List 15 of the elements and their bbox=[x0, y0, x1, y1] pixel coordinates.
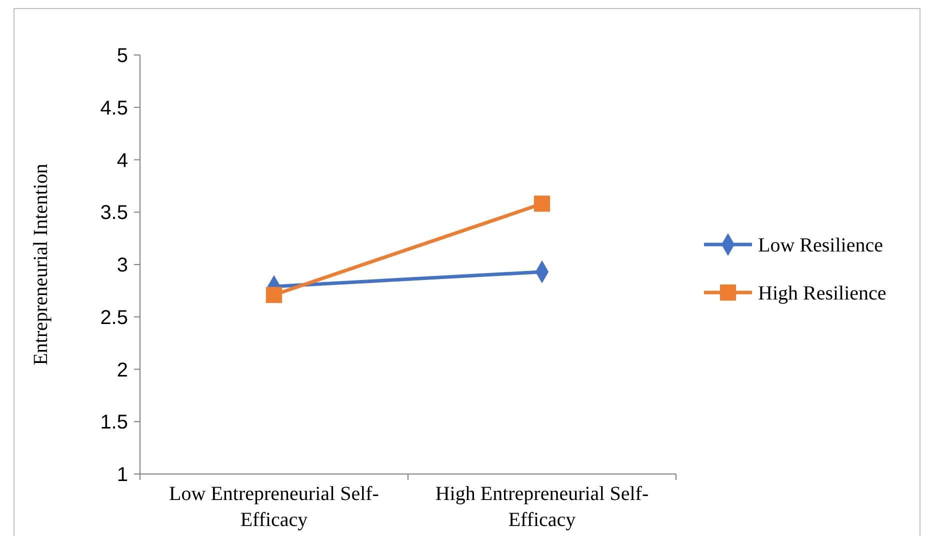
y-tick-label: 2 bbox=[116, 359, 128, 382]
point bbox=[534, 196, 550, 212]
y-axis-title: Entrepreneurial Intention bbox=[30, 164, 52, 366]
y-tick-label: 4 bbox=[116, 150, 128, 172]
x-tick-label: High Entrepreneurial Self-Efficacy bbox=[435, 483, 649, 531]
x-tick-label: Low Entrepreneurial Self-Efficacy bbox=[169, 483, 379, 531]
y-tick-label: 2.5 bbox=[100, 306, 128, 329]
legend-label: Low Resilience bbox=[758, 234, 884, 256]
y-tick-label: 4.5 bbox=[100, 97, 128, 120]
y-tick-label: 5 bbox=[116, 45, 128, 67]
legend-label: High Resilience bbox=[758, 282, 886, 304]
y-tick-label: 3 bbox=[116, 254, 128, 276]
y-tick-label: 1 bbox=[116, 464, 128, 486]
y-tick-label: 1.5 bbox=[100, 412, 128, 434]
y-tick-label: 3.5 bbox=[100, 202, 128, 224]
